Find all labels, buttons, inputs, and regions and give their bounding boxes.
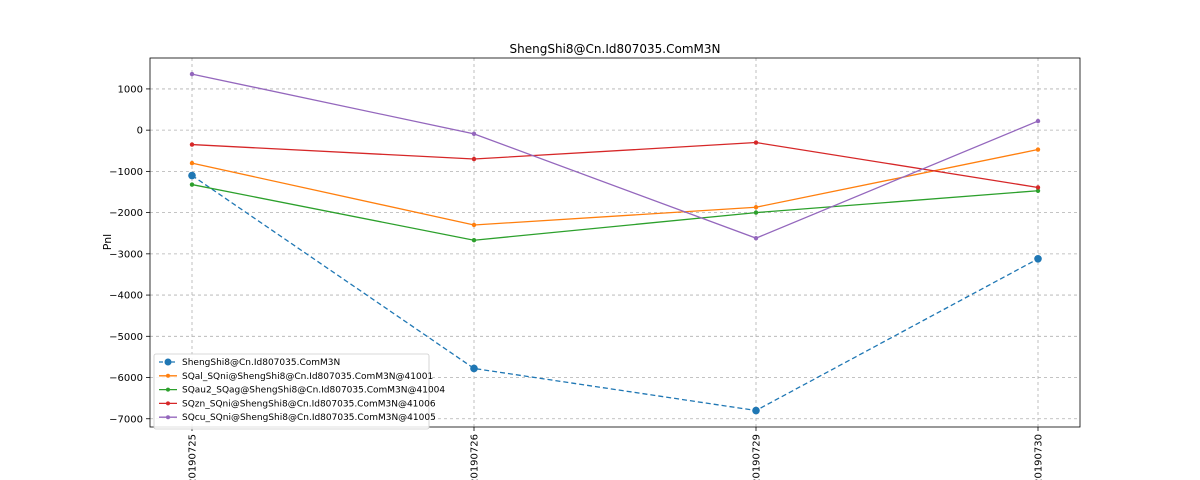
data-point	[753, 205, 759, 210]
x-tick-label: 20190730	[1034, 434, 1045, 480]
series-line	[191, 141, 1039, 189]
legend-marker	[164, 358, 172, 366]
data-point	[753, 140, 759, 145]
plot-series	[188, 71, 1042, 415]
data-point	[1034, 254, 1042, 263]
data-point	[1035, 147, 1041, 152]
data-point	[189, 182, 195, 187]
series-line	[191, 183, 1039, 241]
series-2	[189, 147, 1041, 228]
y-tick-label: 1000	[118, 84, 143, 95]
grid	[150, 58, 1080, 427]
data-point	[1035, 188, 1041, 193]
legend-item: SQal_SQni@ShengShi8@Cn.Id807035.ComM3N@4…	[159, 372, 433, 382]
legend-label: SQal_SQni@ShengShi8@Cn.Id807035.ComM3N@4…	[182, 372, 433, 382]
legend-label: ShengShi8@Cn.Id807035.ComM3N	[182, 358, 340, 368]
series-5	[189, 71, 1041, 241]
data-point	[753, 210, 759, 215]
x-tick-label: 20190725	[188, 434, 199, 480]
series-3	[189, 182, 1041, 243]
legend: ShengShi8@Cn.Id807035.ComM3N SQal_SQni@Sh…	[153, 353, 445, 430]
legend-marker	[166, 415, 170, 420]
legend-item: SQcu_SQni@ShengShi8@Cn.Id807035.ComM3N@4…	[159, 413, 436, 423]
data-point	[1035, 185, 1041, 190]
data-point	[188, 171, 196, 180]
plot-area-frame	[149, 57, 1081, 428]
legend-item: ShengShi8@Cn.Id807035.ComM3N	[159, 358, 340, 368]
legend-label: SQau2_SQag@ShengShi8@Cn.Id807035.ComM3N@…	[182, 386, 445, 396]
series-4	[189, 140, 1041, 190]
y-tick-label: −5000	[109, 332, 143, 343]
x-tick-label: 20190729	[752, 434, 763, 480]
data-point	[189, 142, 195, 147]
y-tick-label: −1000	[109, 167, 143, 178]
data-point	[471, 131, 477, 137]
data-point	[1035, 118, 1041, 124]
legend-marker	[166, 401, 170, 406]
chart-title: ShengShi8@Cn.Id807035.ComM3N	[510, 42, 721, 56]
axis-ticks: 1000 0 −1000 −2000 −3000 −4000 −5000 −6000 −7000…	[109, 84, 1044, 480]
legend-label: SQcu_SQni@ShengShi8@Cn.Id807035.ComM3N@4…	[182, 413, 436, 423]
data-point	[471, 156, 477, 162]
data-point	[470, 364, 478, 373]
series-line	[191, 73, 1039, 239]
y-tick-label: −3000	[109, 249, 143, 260]
y-tick-label: −4000	[109, 291, 143, 302]
data-point	[471, 222, 477, 228]
legend-label: SQzn_SQni@ShengShi8@Cn.Id807035.ComM3N@4…	[182, 399, 436, 409]
data-point	[189, 160, 195, 166]
x-tick-label: 20190726	[470, 434, 481, 480]
y-axis-label: Pnl	[101, 234, 114, 250]
legend-marker	[166, 373, 170, 378]
legend-item: SQzn_SQni@ShengShi8@Cn.Id807035.ComM3N@4…	[159, 399, 436, 409]
data-point	[753, 235, 759, 241]
legend-item: SQau2_SQag@ShengShi8@Cn.Id807035.ComM3N@…	[159, 386, 445, 396]
y-tick-label: 0	[137, 126, 143, 137]
series-line	[191, 148, 1039, 226]
data-point	[752, 406, 760, 415]
series-1	[188, 171, 1042, 415]
y-tick-label: −2000	[109, 208, 143, 219]
y-tick-label: −7000	[109, 414, 143, 425]
series-line	[191, 174, 1039, 412]
data-point	[471, 238, 477, 243]
legend-box	[153, 353, 430, 430]
legend-marker	[166, 387, 170, 392]
data-point	[189, 71, 195, 77]
y-tick-label: −6000	[109, 373, 143, 384]
